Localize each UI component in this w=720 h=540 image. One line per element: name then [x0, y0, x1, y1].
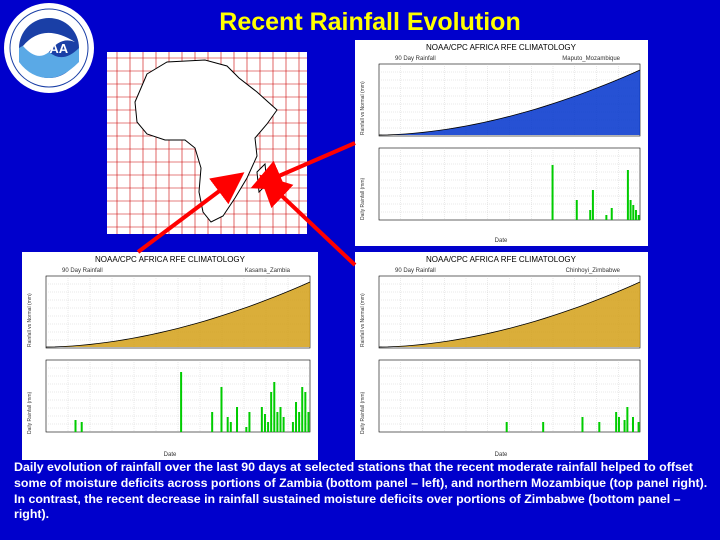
daily-rainfall-bar	[632, 205, 635, 220]
normal-rainfall-line	[45, 281, 311, 348]
ylabel-bottom: Daily Rainfall (mm)	[360, 391, 366, 434]
daily-rainfall-bar	[605, 215, 608, 220]
daily-rainfall-bar	[637, 215, 640, 220]
ylabel-top: Rainfall vs Normal (mm)	[360, 81, 366, 135]
daily-rainfall-bar	[260, 407, 263, 432]
xlabel: Date	[164, 452, 177, 458]
daily-rainfall-bar	[229, 422, 232, 432]
daily-rainfall-bar	[589, 210, 592, 220]
daily-rainfall-bar	[80, 422, 83, 432]
noaa-logo: NOAA	[4, 3, 94, 93]
ylabel-bottom: Daily Rainfall (mm)	[27, 391, 33, 434]
caption-text: Daily evolution of rainfall over the las…	[14, 460, 708, 522]
daily-rainfall-bar	[263, 414, 266, 432]
panel-header: NOAA/CPC AFRICA RFE CLIMATOLOGY	[426, 255, 577, 264]
rainfall-anomaly-area	[379, 282, 640, 347]
daily-rainfall-bar	[298, 412, 301, 432]
panel-subtitle-right: Kasama_Zambia	[245, 268, 291, 274]
daily-rainfall-bar	[307, 412, 310, 432]
ylabel-bottom: Daily Rainfall (mm)	[360, 177, 366, 220]
xlabel: Date	[495, 238, 508, 244]
daily-rainfall-bar	[245, 427, 248, 432]
panel-subtitle-right: Maputo_Mozambique	[562, 56, 620, 62]
daily-rainfall-bar	[617, 417, 620, 432]
daily-rainfall-bar	[236, 407, 239, 432]
daily-rainfall-bar	[270, 392, 273, 432]
daily-rainfall-bar	[581, 417, 584, 432]
daily-rainfall-bar	[248, 412, 251, 432]
daily-rainfall-bar	[211, 412, 214, 432]
normal-rainfall-line	[378, 281, 641, 348]
chart-panel-chinhoyi: NOAA/CPC AFRICA RFE CLIMATOLOGY 90 Day R…	[355, 252, 648, 460]
daily-rainfall-bar	[295, 402, 298, 432]
noaa-logo-text: NOAA	[30, 41, 69, 56]
daily-rainfall-bar	[226, 417, 229, 432]
daily-rainfall-bar	[282, 417, 285, 432]
daily-rainfall-bar	[615, 412, 618, 432]
daily-rainfall-bar	[629, 200, 632, 220]
africa-map-panel	[107, 52, 307, 234]
panel-header: NOAA/CPC AFRICA RFE CLIMATOLOGY	[426, 43, 577, 52]
daily-rainfall-bar	[626, 407, 629, 432]
rainfall-anomaly-area	[46, 282, 310, 347]
xlabel: Date	[495, 452, 508, 458]
chart-panel-kasama: NOAA/CPC AFRICA RFE CLIMATOLOGY 90 Day R…	[22, 252, 318, 460]
panel-header: NOAA/CPC AFRICA RFE CLIMATOLOGY	[95, 255, 246, 264]
daily-rainfall-bar	[623, 420, 626, 432]
panel-subtitle-left: 90 Day Rainfall	[62, 268, 103, 274]
daily-rainfall-bar	[273, 382, 276, 432]
daily-rainfall-bar	[542, 422, 545, 432]
ylabel-top: Rainfall vs Normal (mm)	[360, 293, 366, 347]
daily-rainfall-bar	[626, 170, 629, 220]
daily-rainfall-bar	[74, 420, 77, 432]
page-title: Recent Rainfall Evolution	[219, 8, 521, 36]
daily-rainfall-bar	[301, 387, 304, 432]
ylabel-top: Rainfall vs Normal (mm)	[27, 293, 33, 347]
daily-rainfall-bar	[637, 422, 640, 432]
panel-subtitle-right: Chinhoyi_Zimbabwe	[566, 268, 621, 274]
panel-subtitle-left: 90 Day Rainfall	[395, 268, 436, 274]
chart-panel-maputo: NOAA/CPC AFRICA RFE CLIMATOLOGY 90 Day R…	[355, 40, 648, 246]
daily-rainfall-bar	[279, 407, 282, 432]
rainfall-anomaly-area	[379, 70, 640, 135]
africa-map	[107, 52, 307, 234]
daily-rainfall-bar	[598, 422, 601, 432]
daily-rainfall-bar	[575, 200, 578, 220]
panel-subtitle-left: 90 Day Rainfall	[395, 56, 436, 62]
daily-rainfall-bar	[551, 165, 554, 220]
daily-rainfall-bar	[610, 208, 613, 220]
daily-rainfall-bar	[267, 422, 270, 432]
daily-rainfall-bar	[631, 417, 634, 432]
daily-rainfall-bar	[276, 412, 279, 432]
daily-rainfall-bar	[180, 372, 183, 432]
normal-rainfall-line	[378, 69, 641, 136]
daily-rainfall-bar	[291, 422, 294, 432]
daily-rainfall-bar	[505, 422, 508, 432]
daily-rainfall-bar	[634, 210, 637, 220]
daily-rainfall-bar	[220, 387, 223, 432]
daily-rainfall-bar	[304, 392, 307, 432]
daily-rainfall-bar	[591, 190, 594, 220]
